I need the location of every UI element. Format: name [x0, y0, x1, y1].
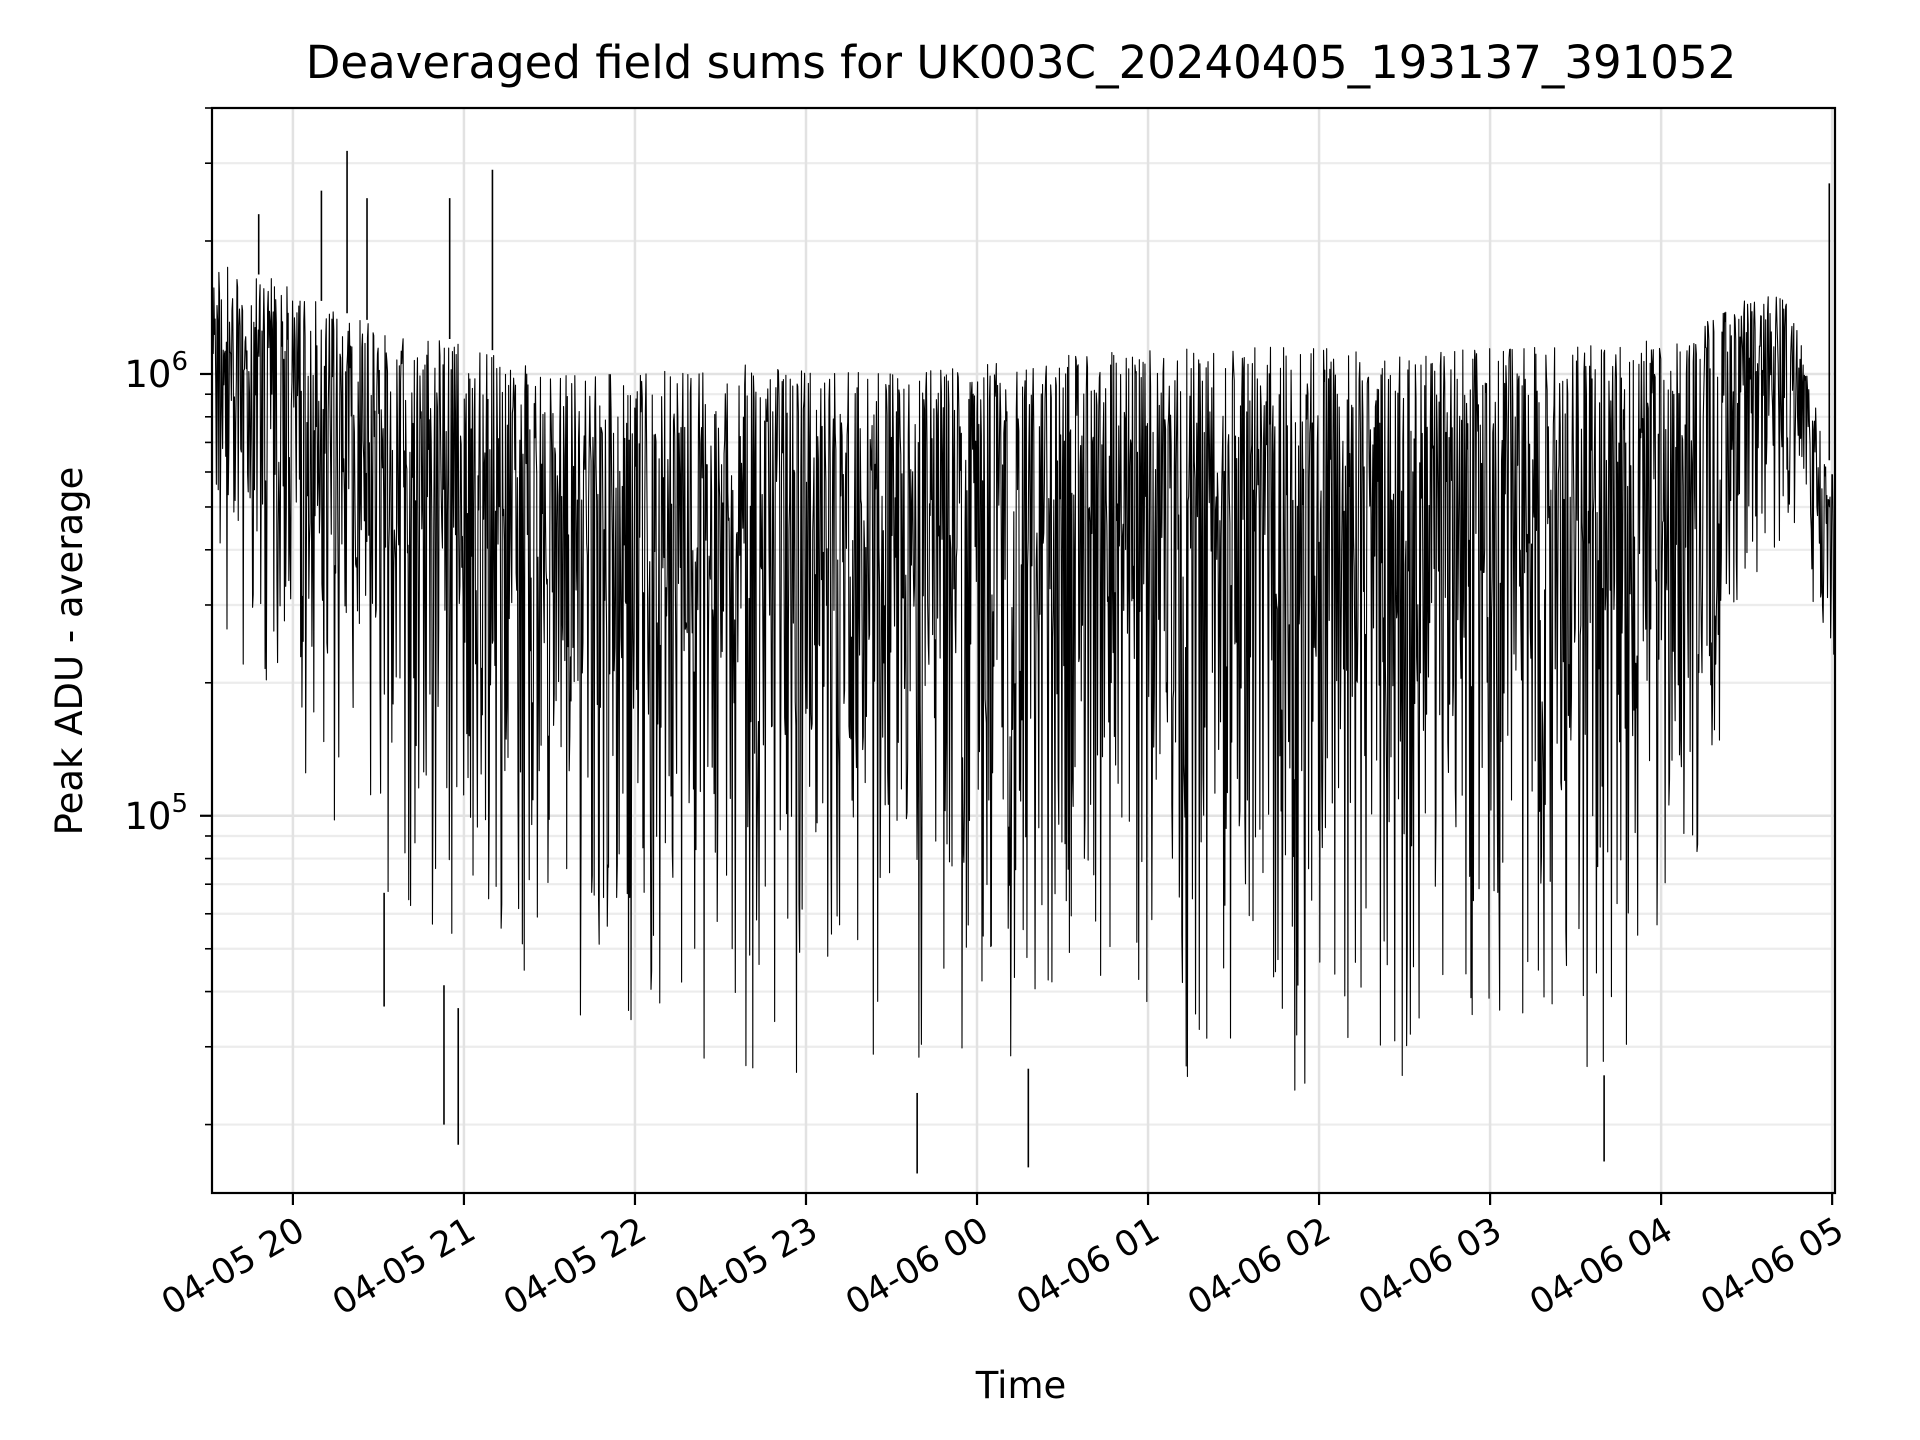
y-axis-label: Peak ADU - average [48, 467, 91, 836]
series-path [211, 266, 1836, 1091]
chart-title: Deaveraged field sums for UK003C_2024040… [306, 36, 1736, 89]
y-tick-label: 106 [124, 347, 188, 396]
x-axis-label: Time [975, 1364, 1067, 1407]
y-tick-label: 105 [124, 789, 188, 838]
plot-frame [210, 106, 1837, 1195]
series-line [211, 150, 1836, 1174]
